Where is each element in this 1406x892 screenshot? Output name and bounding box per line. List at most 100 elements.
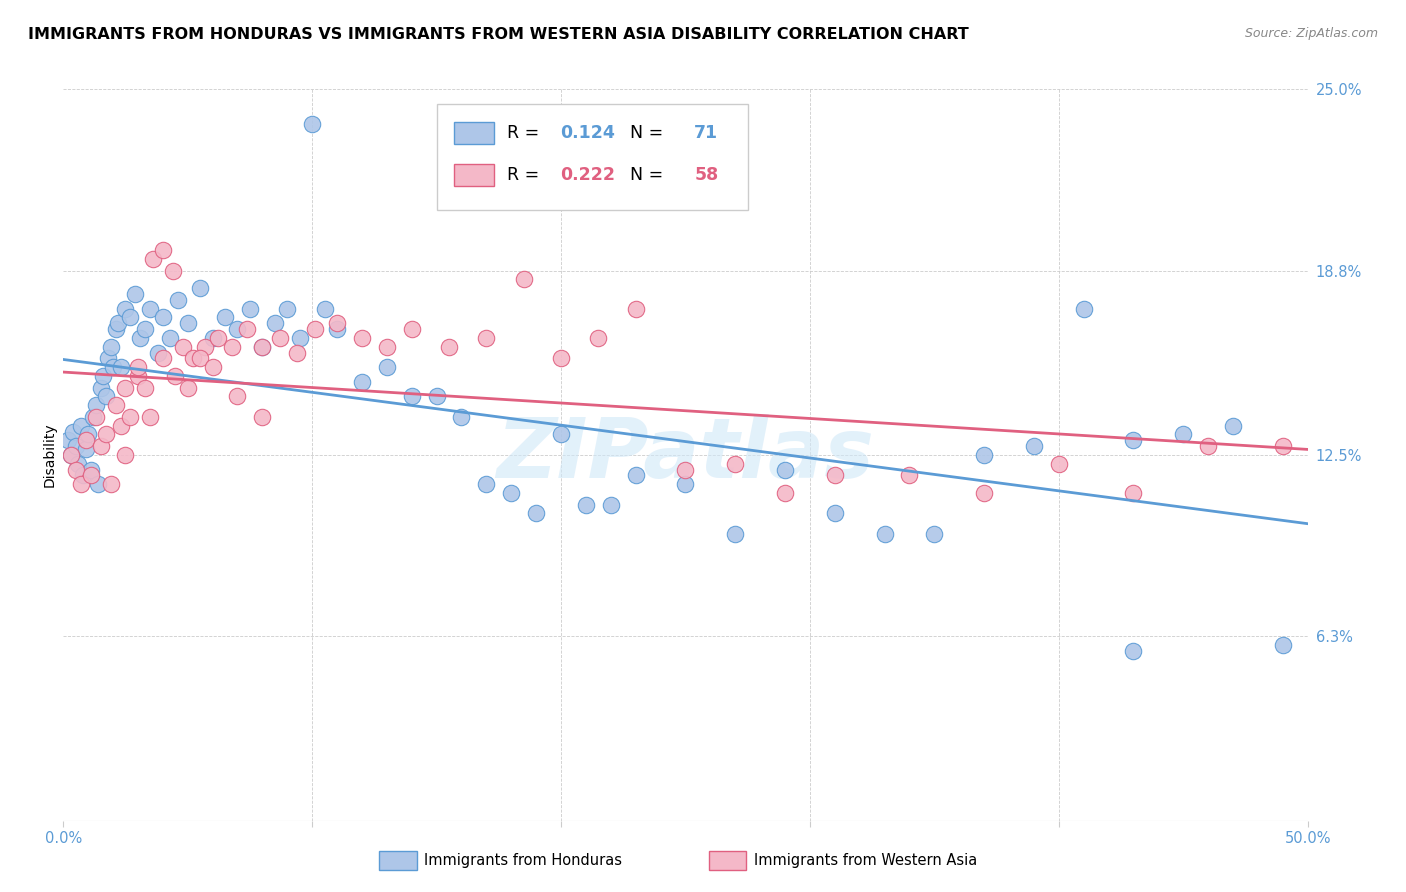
Y-axis label: Disability: Disability	[42, 423, 56, 487]
Point	[166, 293, 188, 307]
Point	[79, 462, 101, 476]
Point	[65, 439, 87, 453]
Point	[263, 316, 285, 330]
FancyBboxPatch shape	[380, 851, 416, 871]
Point	[188, 281, 211, 295]
Point	[426, 389, 449, 403]
Point	[214, 310, 236, 325]
Point	[1222, 418, 1244, 433]
Point	[675, 477, 697, 491]
Point	[550, 427, 572, 442]
Point	[1271, 439, 1294, 453]
Point	[110, 418, 132, 433]
Point	[201, 331, 224, 345]
FancyBboxPatch shape	[454, 164, 494, 186]
Point	[134, 381, 156, 395]
Text: 71: 71	[695, 124, 718, 142]
Point	[104, 398, 127, 412]
Point	[177, 381, 200, 395]
Point	[84, 398, 107, 412]
Point	[94, 389, 117, 403]
Point	[69, 418, 91, 433]
Text: 0.222: 0.222	[560, 166, 614, 184]
Point	[724, 457, 747, 471]
Point	[114, 381, 136, 395]
Point	[110, 360, 132, 375]
Point	[898, 468, 921, 483]
Point	[269, 331, 291, 345]
Text: 0.124: 0.124	[560, 124, 614, 142]
Point	[475, 477, 498, 491]
Point	[72, 468, 94, 483]
Point	[252, 340, 274, 354]
Point	[588, 331, 610, 345]
Text: N =: N =	[620, 124, 669, 142]
Point	[512, 272, 534, 286]
Point	[129, 331, 152, 345]
Point	[226, 322, 249, 336]
Point	[120, 310, 142, 325]
Point	[501, 486, 523, 500]
Point	[124, 287, 146, 301]
Text: N =: N =	[620, 166, 669, 184]
Point	[100, 340, 122, 354]
Point	[1122, 434, 1144, 448]
Point	[134, 322, 156, 336]
Point	[1047, 457, 1070, 471]
Point	[873, 527, 896, 541]
Text: Immigrants from Honduras: Immigrants from Honduras	[425, 854, 621, 869]
Point	[101, 360, 124, 375]
Point	[1271, 638, 1294, 652]
Point	[194, 340, 217, 354]
Point	[207, 331, 229, 345]
Point	[824, 468, 846, 483]
Point	[252, 409, 274, 424]
Point	[152, 310, 174, 325]
Point	[75, 442, 97, 456]
Point	[773, 462, 796, 476]
Point	[1122, 644, 1144, 658]
FancyBboxPatch shape	[437, 103, 748, 210]
Point	[90, 439, 112, 453]
Point	[162, 263, 184, 277]
Point	[226, 389, 249, 403]
Point	[973, 486, 995, 500]
Point	[301, 117, 323, 131]
Point	[58, 434, 80, 448]
Point	[120, 409, 142, 424]
Text: R =: R =	[508, 166, 546, 184]
Point	[127, 368, 149, 383]
Point	[773, 486, 796, 500]
FancyBboxPatch shape	[709, 851, 747, 871]
FancyBboxPatch shape	[454, 122, 494, 144]
Point	[973, 448, 995, 462]
Point	[82, 409, 104, 424]
Point	[288, 331, 311, 345]
Text: 58: 58	[695, 166, 718, 184]
Point	[94, 427, 117, 442]
Point	[1073, 301, 1095, 316]
Point	[314, 301, 336, 316]
Point	[401, 389, 423, 403]
Point	[97, 351, 120, 366]
Point	[675, 462, 697, 476]
Point	[152, 243, 174, 257]
Text: R =: R =	[508, 124, 546, 142]
Point	[90, 381, 112, 395]
Point	[1197, 439, 1219, 453]
Text: ZIPatlas: ZIPatlas	[496, 415, 875, 495]
Text: Immigrants from Western Asia: Immigrants from Western Asia	[754, 854, 977, 869]
Point	[146, 345, 169, 359]
Point	[91, 368, 114, 383]
Point	[1122, 486, 1144, 500]
Point	[75, 434, 97, 448]
Point	[114, 301, 136, 316]
Point	[165, 368, 187, 383]
Point	[285, 345, 308, 359]
Point	[1022, 439, 1045, 453]
Point	[924, 527, 946, 541]
Text: IMMIGRANTS FROM HONDURAS VS IMMIGRANTS FROM WESTERN ASIA DISABILITY CORRELATION : IMMIGRANTS FROM HONDURAS VS IMMIGRANTS F…	[28, 27, 969, 42]
Point	[65, 462, 87, 476]
Point	[437, 340, 460, 354]
Point	[276, 301, 298, 316]
